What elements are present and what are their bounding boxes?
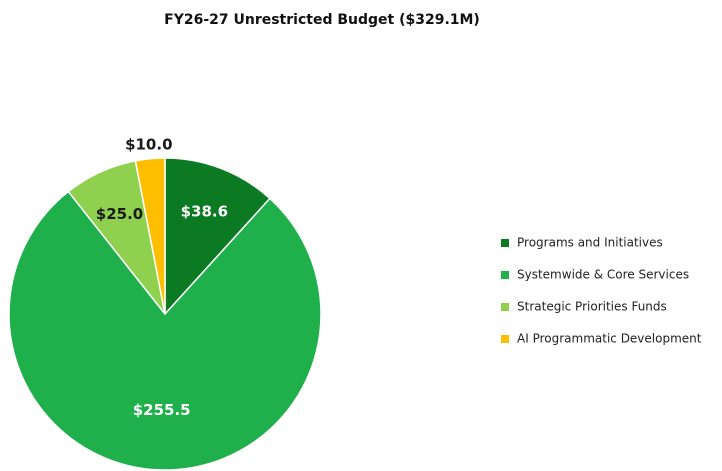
legend-swatch bbox=[501, 239, 509, 247]
pie-slice bbox=[134, 157, 166, 315]
data-label: $255.5 bbox=[133, 401, 191, 419]
legend-swatch bbox=[501, 271, 509, 279]
data-label: $25.0 bbox=[96, 205, 143, 223]
pie-slice bbox=[164, 157, 271, 316]
legend-label: Systemwide & Core Services bbox=[517, 268, 689, 282]
pie-slice bbox=[8, 190, 322, 471]
legend-label: AI Programmatic Development bbox=[517, 332, 702, 346]
data-label: $38.6 bbox=[181, 203, 228, 221]
legend-swatch bbox=[501, 335, 509, 343]
legend-label: Strategic Priorities Funds bbox=[517, 300, 667, 314]
chart-title: FY26-27 Unrestricted Budget ($329.1M) bbox=[164, 12, 480, 28]
data-label: $10.0 bbox=[125, 135, 172, 153]
legend-label: Programs and Initiatives bbox=[517, 236, 663, 250]
legend-swatch bbox=[501, 303, 509, 311]
